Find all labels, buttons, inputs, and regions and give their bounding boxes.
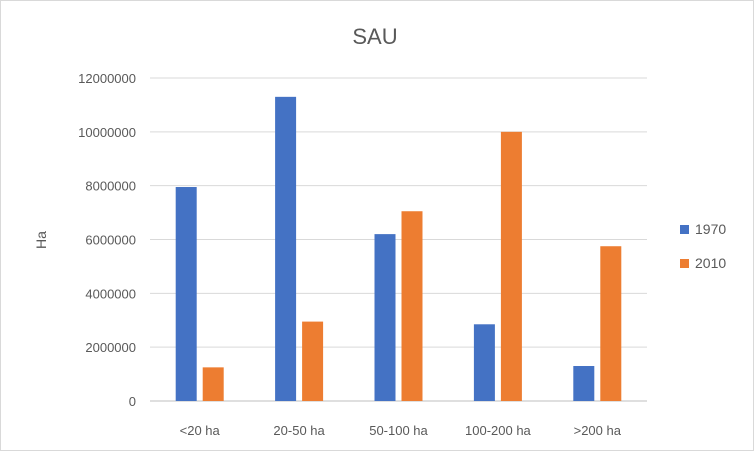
legend: 1970 2010 — [680, 221, 726, 271]
bar-2010-0 — [202, 367, 224, 401]
chart-title: SAU — [352, 24, 397, 49]
bar-2010-4 — [600, 246, 622, 401]
y-axis-title: Ha — [33, 231, 49, 249]
gridlines — [150, 77, 647, 402]
legend-label-2010: 2010 — [695, 255, 726, 271]
bar-2010-2 — [401, 211, 423, 401]
x-axis-tick-labels: <20 ha 20-50 ha 50-100 ha 100-200 ha >200 ha — [180, 423, 622, 438]
bar-2010-1 — [302, 321, 324, 401]
y-tick-label: 8000000 — [85, 179, 136, 194]
y-axis-tick-labels: 0 2000000 4000000 6000000 8000000 10000000 120… — [78, 71, 136, 409]
bar-1970-1 — [275, 96, 297, 401]
legend-swatch-1970 — [680, 225, 689, 234]
x-tick-label: >200 ha — [574, 423, 622, 438]
x-tick-label: 50-100 ha — [369, 423, 428, 438]
legend-label-1970: 1970 — [695, 221, 726, 237]
bar-1970-0 — [175, 187, 197, 401]
bar-2010-3 — [500, 131, 522, 402]
x-tick-label: 100-200 ha — [465, 423, 532, 438]
y-tick-label: 4000000 — [85, 286, 136, 301]
bars — [175, 96, 622, 402]
legend-swatch-2010 — [680, 259, 689, 268]
y-tick-label: 12000000 — [78, 71, 136, 86]
y-tick-label: 0 — [129, 394, 136, 409]
bar-1970-3 — [473, 324, 495, 401]
bar-1970-2 — [374, 234, 396, 401]
bar-1970-4 — [573, 366, 595, 401]
y-tick-label: 6000000 — [85, 233, 136, 248]
y-tick-label: 10000000 — [78, 125, 136, 140]
x-tick-label: <20 ha — [180, 423, 221, 438]
y-tick-label: 2000000 — [85, 340, 136, 355]
x-tick-label: 20-50 ha — [273, 423, 325, 438]
